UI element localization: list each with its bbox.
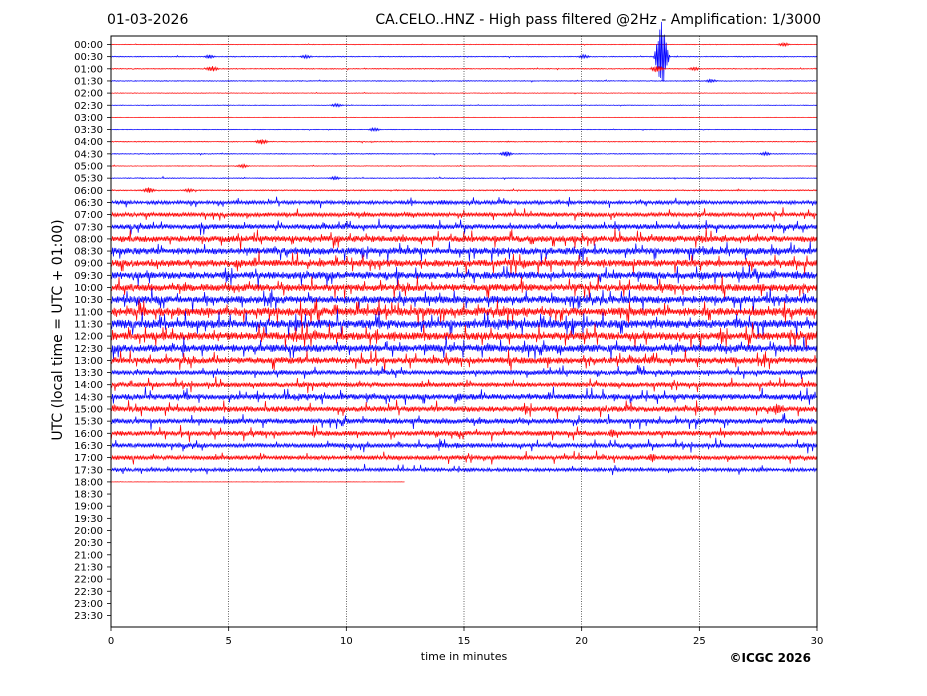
trace-row-15:00	[110, 399, 817, 419]
y-tick-label-15:30: 15:30	[74, 417, 103, 428]
y-tick-label-12:00: 12:00	[74, 332, 103, 343]
y-tick-label-15:00: 15:00	[74, 405, 103, 416]
y-tick-label-02:00: 02:00	[74, 89, 103, 100]
y-tick-label-22:00: 22:00	[74, 575, 103, 586]
y-tick-label-00:00: 00:00	[74, 40, 103, 51]
trace-row-06:00	[110, 187, 817, 194]
y-tick-label-16:00: 16:00	[74, 429, 103, 440]
y-tick-label-21:00: 21:00	[74, 550, 103, 561]
date-label: 01-03-2026	[107, 12, 189, 28]
trace-row-12:30	[110, 336, 817, 360]
trace-row-02:30	[110, 102, 817, 108]
copyright-text: ©ICGC 2026	[729, 651, 811, 665]
y-tick-label-04:00: 04:00	[74, 137, 103, 148]
y-tick-label-12:30: 12:30	[74, 344, 103, 355]
grid-lines	[228, 36, 700, 627]
trace-row-12:00	[110, 322, 817, 350]
y-tick-label-03:00: 03:00	[74, 113, 103, 124]
y-tick-label-05:30: 05:30	[74, 174, 103, 185]
x-tick-label-15: 15	[458, 636, 471, 647]
y-tick-label-16:30: 16:30	[74, 441, 103, 452]
y-tick-label-20:30: 20:30	[74, 538, 103, 549]
trace-row-05:30	[110, 175, 817, 181]
y-tick-label-18:30: 18:30	[74, 490, 103, 501]
trace-row-16:00	[110, 424, 817, 443]
y-tick-label-06:00: 06:00	[74, 186, 103, 197]
trace-row-00:00	[111, 41, 817, 48]
trace-row-02:00	[110, 91, 817, 95]
chart-title: CA.CELO..HNZ - High pass filtered @2Hz -…	[375, 12, 821, 28]
trace-row-13:00	[110, 349, 817, 372]
x-tick-label-5: 5	[225, 636, 231, 647]
x-tick-labels: 0 5 10 15 20 25 30	[108, 627, 824, 647]
y-tick-label-05:00: 05:00	[74, 162, 103, 173]
trace-row-07:00	[110, 207, 817, 222]
y-tick-label-04:30: 04:30	[74, 149, 103, 160]
y-tick-label-02:30: 02:30	[74, 101, 103, 112]
y-tick-label-01:30: 01:30	[74, 76, 103, 87]
y-tick-label-09:00: 09:00	[74, 259, 103, 270]
y-tick-label-07:00: 07:00	[74, 210, 103, 221]
y-tick-label-07:30: 07:30	[74, 222, 103, 233]
x-axis-label: time in minutes	[420, 650, 508, 663]
y-tick-label-19:30: 19:30	[74, 514, 103, 525]
y-tick-label-10:30: 10:30	[74, 295, 103, 306]
y-tick-label-14:00: 14:00	[74, 380, 103, 391]
y-tick-label-00:30: 00:30	[74, 52, 103, 63]
y-tick-label-06:30: 06:30	[74, 198, 103, 209]
y-tick-label-18:00: 18:00	[74, 477, 103, 488]
y-tick-label-08:30: 08:30	[74, 247, 103, 258]
trace-row-01:30	[110, 78, 817, 84]
trace-row-08:30	[110, 241, 817, 264]
y-tick-label-21:30: 21:30	[74, 562, 103, 573]
y-tick-label-17:30: 17:30	[74, 465, 103, 476]
x-tick-label-30: 30	[811, 636, 824, 647]
y-tick-label-03:30: 03:30	[74, 125, 103, 136]
y-tick-label-09:30: 09:30	[74, 271, 103, 282]
x-tick-label-0: 0	[108, 636, 114, 647]
y-tick-label-08:00: 08:00	[74, 234, 103, 245]
trace-row-05:00	[110, 163, 817, 169]
y-tick-label-13:00: 13:00	[74, 356, 103, 367]
y-tick-label-10:00: 10:00	[74, 283, 103, 294]
trace-row-17:00	[110, 450, 817, 465]
y-tick-label-19:00: 19:00	[74, 502, 103, 513]
y-tick-label-13:30: 13:30	[74, 368, 103, 379]
y-tick-label-11:00: 11:00	[74, 307, 103, 318]
x-tick-label-10: 10	[340, 636, 353, 647]
y-axis-label: UTC (local time = UTC + 01:00)	[50, 219, 66, 441]
y-tick-label-22:30: 22:30	[74, 587, 103, 598]
y-tick-label-17:00: 17:00	[74, 453, 103, 464]
y-tick-label-20:00: 20:00	[74, 526, 103, 537]
y-tick-label-11:30: 11:30	[74, 319, 103, 330]
y-tick-label-01:00: 01:00	[74, 64, 103, 75]
y-tick-label-23:30: 23:30	[74, 611, 103, 622]
x-tick-label-25: 25	[693, 636, 706, 647]
trace-row-10:30	[110, 288, 817, 314]
y-tick-label-14:30: 14:30	[74, 392, 103, 403]
x-tick-label-20: 20	[575, 636, 588, 647]
y-tick-label-23:00: 23:00	[74, 599, 103, 610]
